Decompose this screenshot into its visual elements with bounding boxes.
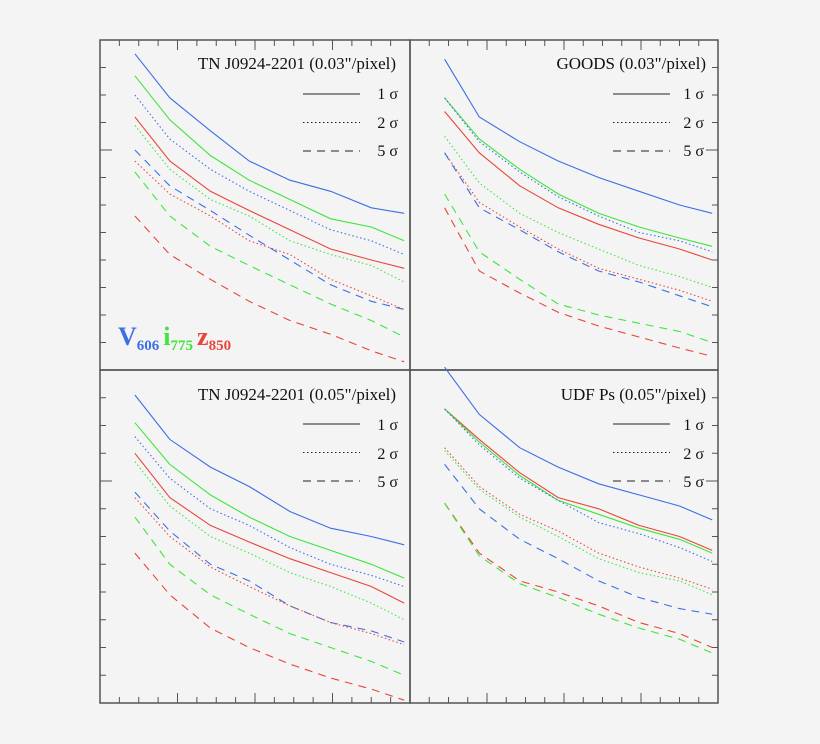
legend-label-1sigma: 1 σ (377, 417, 398, 434)
series-V606-solid (444, 58, 713, 214)
series-z850-dashed (444, 502, 713, 649)
series-z850-solid (444, 111, 713, 261)
series-z850-solid (444, 408, 713, 551)
legend-label-5sigma: 5 σ (683, 474, 704, 491)
series-z850-solid (134, 452, 405, 604)
panel-title: GOODS (0.03"/pixel) (556, 54, 706, 73)
series-V606-solid (134, 394, 405, 546)
series-V606-dotted (134, 436, 405, 588)
panel-title: TN J0924-2201 (0.05"/pixel) (198, 385, 396, 404)
legend-label-5sigma: 5 σ (377, 143, 398, 160)
band-sub-z: 850 (209, 338, 232, 354)
series-z850-dotted (444, 447, 713, 590)
series-i775-dashed (444, 193, 713, 344)
series-z850-dashed (444, 207, 713, 357)
series-V606-solid (444, 366, 713, 521)
legend-label-5sigma: 5 σ (377, 474, 398, 491)
series-z850-dashed (134, 552, 405, 701)
series-V606-dotted (134, 94, 405, 256)
legend-label-1sigma: 1 σ (683, 86, 704, 103)
series-z850-dotted (444, 152, 713, 302)
legend-label-2sigma: 2 σ (377, 446, 398, 463)
series-i775-dotted (444, 450, 713, 596)
series-i775-solid (444, 97, 713, 247)
band-sub-i: 775 (171, 338, 194, 354)
series-i775-solid (134, 75, 405, 242)
series-z850-solid (134, 116, 405, 269)
band-label-z: z (197, 322, 209, 351)
series-z850-dashed (134, 215, 405, 363)
series-i775-dashed (134, 171, 405, 338)
series-i775-dashed (444, 502, 713, 654)
panel-udf-ps-005: UDF Ps (0.05"/pixel) 1 σ 2 σ 5 σ (409, 366, 719, 704)
series-V606-dashed (134, 491, 405, 643)
series-V606-dashed (444, 152, 713, 308)
series-i775-dotted (134, 461, 405, 621)
band-label-v: V (118, 322, 137, 351)
series-V606-solid (134, 53, 405, 214)
series-V606-dashed (134, 149, 405, 311)
legend-label-1sigma: 1 σ (683, 417, 704, 434)
legend-label-2sigma: 2 σ (683, 115, 704, 132)
band-labels: V606 i775 z850 (118, 322, 231, 354)
panel-tn-j0924-005: TN J0924-2201 (0.05"/pixel) 1 σ 2 σ 5 σ (99, 369, 411, 704)
series-V606-dotted (444, 97, 713, 253)
series-i775-solid (134, 422, 405, 579)
legend-label-2sigma: 2 σ (377, 115, 398, 132)
legend-label-2sigma: 2 σ (683, 446, 704, 463)
panel-title: UDF Ps (0.05"/pixel) (561, 385, 706, 404)
series-i775-dotted (134, 124, 405, 283)
legend-label-5sigma: 5 σ (683, 143, 704, 160)
panel-title: TN J0924-2201 (0.03"/pixel) (198, 54, 396, 73)
legend-label-1sigma: 1 σ (377, 86, 398, 103)
band-label-i: i (163, 322, 170, 351)
series-V606-dashed (444, 464, 713, 615)
series-z850-dotted (134, 497, 405, 646)
series-i775-dashed (134, 516, 405, 676)
band-sub-v: 606 (137, 338, 160, 354)
series-i775-solid (444, 408, 713, 554)
